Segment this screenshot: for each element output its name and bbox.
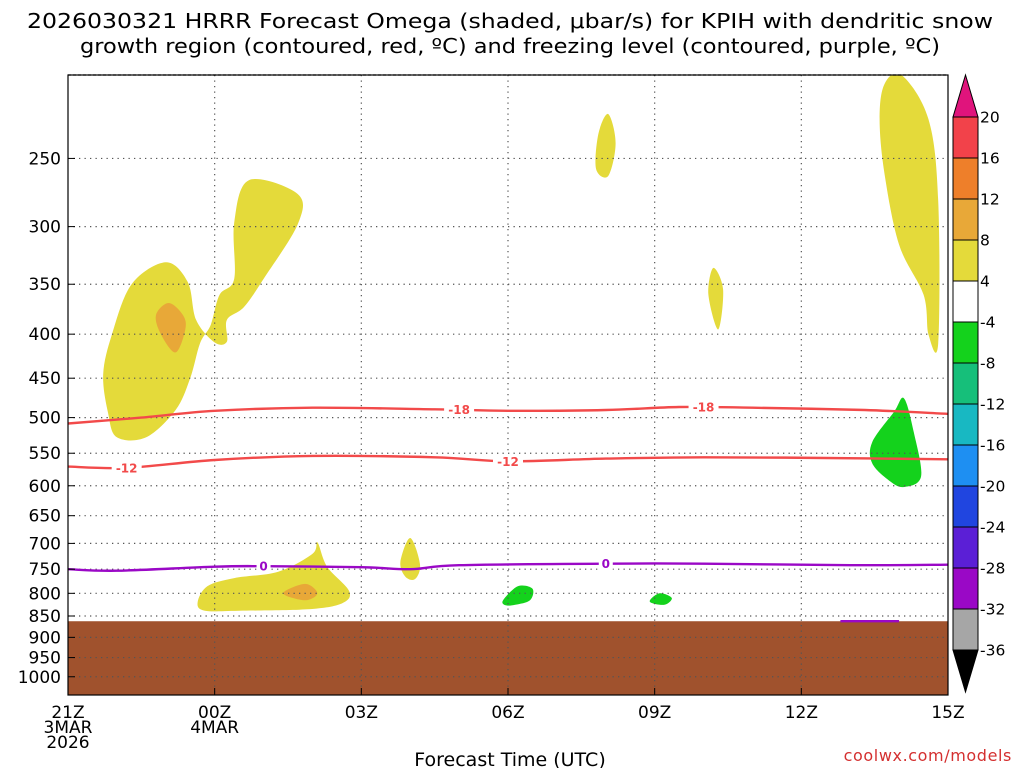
y-tick-label-250: 250 xyxy=(29,149,61,169)
y-tick-label-550: 550 xyxy=(29,444,61,464)
y-tick-label-300: 300 xyxy=(29,218,61,238)
omega-region-orange-west-low xyxy=(155,303,186,353)
y-tick-label-950: 950 xyxy=(29,649,61,669)
colorbar-bin--8-to--4 xyxy=(952,321,979,364)
contour-label-dendritic-minus-18-0: -18 xyxy=(448,403,470,417)
contour-dendritic-minus-12 xyxy=(68,454,948,470)
contour-label-bg-dendritic-minus-12-1 xyxy=(493,454,523,469)
colorbar-label-16: 16 xyxy=(980,150,1000,168)
colorbar-label--12: -12 xyxy=(980,396,1005,414)
colorbar-bin--36-to--32 xyxy=(952,608,979,651)
x-tick-label-3-1: 4MAR xyxy=(190,718,239,738)
omega-region-green-right-mid xyxy=(869,397,922,488)
y-axis-ticks: 2503003504004505005506006507007508008509… xyxy=(18,149,75,688)
contour-lines: -18 -18 -12 -12 0 0 xyxy=(68,399,948,623)
colorbar-bottom-triangle xyxy=(952,649,979,694)
credit-link[interactable]: coolwx.com/models xyxy=(844,746,1012,765)
omega-region-yellow-small-mid xyxy=(708,267,724,330)
plot-area: -18 -18 -12 -12 0 0 250 300 350 400 450 500 550 600 65… xyxy=(18,74,965,753)
contour-label-bg-freezing-level-0-0 xyxy=(256,559,271,574)
colorbar-bin--12-to--8 xyxy=(952,362,979,405)
omega-shading xyxy=(103,75,940,612)
x-tick-label-0-2: 2026 xyxy=(46,733,89,753)
y-tick-label-500: 500 xyxy=(29,409,61,429)
title-line-2: growth region (contoured, red, ºC) and f… xyxy=(80,34,940,58)
contour-label-bg-dendritic-minus-18-1 xyxy=(688,399,719,414)
colorbar-label--4: -4 xyxy=(980,314,995,332)
colorbar-bin--20-to--16 xyxy=(952,444,979,487)
colorbar-bin--24-to--20 xyxy=(952,485,979,528)
contour-label-dendritic-minus-12-1: -12 xyxy=(497,455,519,469)
colorbar-label--24: -24 xyxy=(980,519,1005,537)
colorbar-label-8: 8 xyxy=(980,232,990,250)
x-tick-label-0-0: 21Z xyxy=(51,703,84,723)
contour-dendritic-minus-18 xyxy=(68,405,948,425)
omega-region-yellow-upper-right xyxy=(879,75,940,353)
omega-region-yellow-west-low xyxy=(103,179,304,441)
grid-lines xyxy=(68,75,948,695)
colorbar-label-12: 12 xyxy=(980,191,1000,209)
x-tick-label-18-0: 15Z xyxy=(931,703,964,723)
colorbar: 20 16 12 8 4 -4 -8 -12 -16 -20 -24 -28 -32 -36 xyxy=(952,73,1005,694)
x-tick-label-3-0: 00Z xyxy=(198,703,231,723)
contour-label-freezing-level-0-0: 0 xyxy=(259,560,267,574)
contour-label-bg-freezing-level-0-1 xyxy=(598,556,613,571)
colorbar-bin--4-to-4 xyxy=(952,280,979,323)
y-tick-label-800: 800 xyxy=(29,584,61,604)
y-tick-label-350: 350 xyxy=(29,275,61,295)
colorbar-label-4: 4 xyxy=(980,273,990,291)
y-tick-label-750: 750 xyxy=(29,560,61,580)
colorbar-bin-4-to-8 xyxy=(952,239,979,282)
colorbar-bin--32-to--28 xyxy=(952,567,979,610)
colorbar-bin--16-to--12 xyxy=(952,403,979,446)
y-tick-label-450: 450 xyxy=(29,369,61,389)
colorbar-bin-8-to-12 xyxy=(952,198,979,241)
x-tick-label-0-1: 3MAR xyxy=(44,718,93,738)
contour-label-bg-dendritic-minus-18-0 xyxy=(444,402,475,417)
omega-region-orange-low-left xyxy=(283,583,318,601)
omega-region-yellow-upper-mid xyxy=(595,113,616,178)
x-tick-label-9-0: 06Z xyxy=(491,703,524,723)
x-axis-label: Forecast Time (UTC) xyxy=(414,749,605,768)
colorbar-label-20: 20 xyxy=(980,109,1000,127)
x-tick-label-15-0: 12Z xyxy=(785,703,818,723)
colorbar-label--8: -8 xyxy=(980,355,995,373)
contour-label-bg-dendritic-minus-12-0 xyxy=(111,460,142,475)
colorbar-label--16: -16 xyxy=(980,437,1005,455)
y-tick-label-650: 650 xyxy=(29,507,61,527)
y-tick-label-400: 400 xyxy=(29,325,61,345)
contour-label-dendritic-minus-18-1: -18 xyxy=(693,400,715,414)
chart-title: 2026030321 HRRR Forecast Omega (shaded, … xyxy=(27,9,993,58)
colorbar-bin-12-to-16 xyxy=(952,157,979,200)
y-tick-label-900: 900 xyxy=(29,628,61,648)
omega-region-green-low-2 xyxy=(649,593,672,605)
omega-region-green-low-1 xyxy=(502,585,534,606)
colorbar-top-triangle xyxy=(952,73,979,118)
contour-label-dendritic-minus-12-0: -12 xyxy=(116,461,138,475)
colorbar-bin-16-to-20 xyxy=(952,116,979,159)
y-tick-label-600: 600 xyxy=(29,477,61,497)
title-line-1: 2026030321 HRRR Forecast Omega (shaded, … xyxy=(27,9,993,33)
y-tick-label-700: 700 xyxy=(29,534,61,554)
colorbar-label--32: -32 xyxy=(980,601,1005,619)
colorbar-label--20: -20 xyxy=(980,478,1005,496)
y-tick-label-1000: 1000 xyxy=(18,668,61,688)
colorbar-bin--28-to--24 xyxy=(952,526,979,569)
y-tick-label-850: 850 xyxy=(29,607,61,627)
colorbar-label--36: -36 xyxy=(980,642,1005,660)
x-tick-label-6-0: 03Z xyxy=(345,703,378,723)
x-tick-label-12-0: 09Z xyxy=(638,703,671,723)
contour-label-freezing-level-0-1: 0 xyxy=(602,557,610,571)
colorbar-label--28: -28 xyxy=(980,560,1005,578)
contour-freezing-level-0 xyxy=(68,562,948,572)
